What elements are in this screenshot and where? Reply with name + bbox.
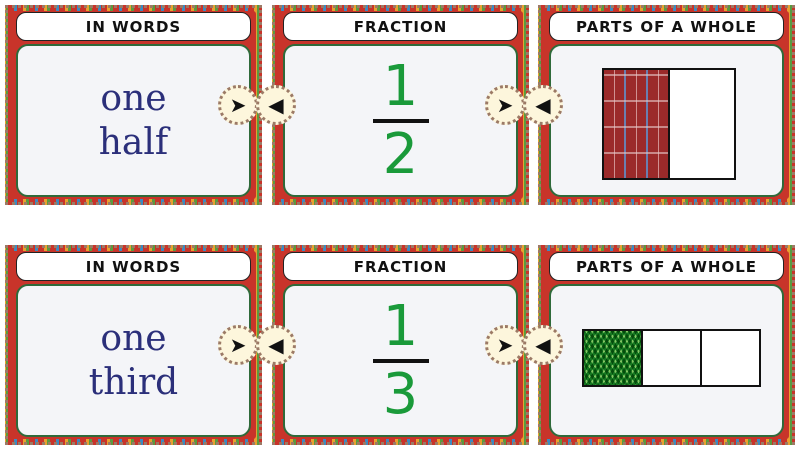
numerator: 1	[382, 53, 419, 119]
in-words-card: IN WORDS one half	[5, 5, 262, 205]
card-body: one third	[16, 284, 251, 437]
card-body: one half	[16, 44, 251, 197]
card-header: PARTS OF A WHOLE	[549, 12, 784, 41]
denominator: 2	[382, 121, 419, 187]
word-line-2: half	[98, 121, 169, 163]
card-header: IN WORDS	[16, 252, 251, 281]
connector-arrow-icon: ➤	[485, 85, 525, 125]
unshaded-part	[702, 331, 759, 385]
card-header: PARTS OF A WHOLE	[549, 252, 784, 281]
card-header: FRACTION	[283, 252, 518, 281]
connector-arrow-icon: ➤	[218, 85, 258, 125]
connector-arrow-icon: ◀	[256, 325, 296, 365]
fraction-model	[602, 68, 736, 180]
fraction-bar	[372, 358, 429, 363]
shaded-part	[604, 70, 670, 178]
connector-arrow-icon: ➤	[218, 325, 258, 365]
numerator: 1	[382, 293, 419, 359]
denominator: 3	[382, 361, 419, 427]
card-header: IN WORDS	[16, 12, 251, 41]
connector-arrow-icon: ◀	[256, 85, 296, 125]
unshaded-part	[643, 331, 702, 385]
word-line-2: third	[88, 361, 179, 403]
unshaded-part	[670, 70, 734, 178]
shaded-part	[584, 331, 643, 385]
word-line-1: one	[100, 77, 167, 119]
connector-arrow-icon: ◀	[523, 325, 563, 365]
connector-arrow-icon: ◀	[523, 85, 563, 125]
card-header: FRACTION	[283, 12, 518, 41]
fraction-bar	[372, 118, 429, 123]
fraction-model	[582, 329, 761, 387]
word-line-1: one	[100, 317, 167, 359]
connector-arrow-icon: ➤	[485, 325, 525, 365]
in-words-card: IN WORDS one third	[5, 245, 262, 445]
